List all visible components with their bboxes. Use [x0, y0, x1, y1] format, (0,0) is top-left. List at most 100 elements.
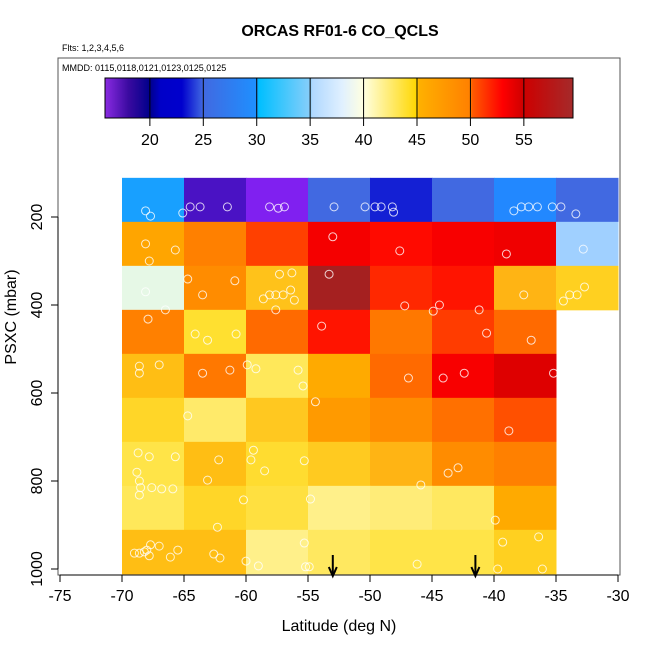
down-arrow-icon — [327, 555, 338, 579]
heatmap-cell — [308, 353, 371, 399]
data-point — [271, 290, 281, 300]
data-point — [147, 483, 157, 493]
data-point — [157, 484, 167, 494]
y-tick-label: 800 — [29, 468, 46, 495]
data-point — [141, 239, 151, 249]
data-point — [198, 290, 208, 300]
data-point — [141, 206, 151, 216]
data-point — [222, 202, 232, 212]
heatmap-cell — [246, 353, 309, 399]
x-tick-label: -35 — [544, 588, 567, 605]
heatmap-cell — [246, 177, 309, 223]
data-point — [549, 368, 559, 378]
data-point — [516, 202, 526, 212]
heatmap-cell — [246, 309, 309, 355]
data-point — [134, 548, 144, 558]
heatmap-cell — [370, 221, 433, 267]
heatmap-cell — [370, 265, 433, 311]
heatmap-cell — [184, 221, 247, 267]
heatmap-cell — [184, 485, 247, 531]
y-axis-label: PSXC (mbar) — [3, 269, 20, 364]
x-tick-label: -65 — [172, 588, 195, 605]
data-point — [190, 329, 200, 339]
x-tick-label: -75 — [48, 588, 71, 605]
heatmap-cell — [370, 397, 433, 443]
data-point — [329, 202, 339, 212]
heatmap-cell — [494, 485, 557, 531]
colorbar: 20 25 30 35 40 45 50 55 — [104, 77, 574, 149]
data-point — [154, 360, 164, 370]
data-point — [271, 305, 281, 315]
data-point — [453, 463, 463, 473]
heatmap-cell — [432, 221, 495, 267]
heatmap-cell — [432, 265, 495, 311]
flights-subtitle: Flts: 1,2,3,4,5,6 — [62, 43, 124, 53]
data-point — [526, 335, 536, 345]
data-point — [578, 244, 588, 254]
data-point — [299, 538, 309, 548]
data-point — [146, 211, 156, 221]
data-point — [212, 522, 222, 532]
data-point — [183, 274, 193, 284]
data-point — [416, 480, 426, 490]
colorbar-gradient — [104, 77, 574, 119]
heatmap-cell — [122, 441, 185, 487]
data-point — [403, 373, 413, 383]
arrow-head — [470, 566, 481, 579]
data-point — [558, 296, 568, 306]
data-point — [279, 202, 289, 212]
data-points — [129, 202, 590, 574]
data-point — [170, 245, 180, 255]
heatmap-cell — [246, 529, 309, 575]
heatmap-cell — [184, 177, 247, 223]
heatmap-cell — [556, 265, 619, 311]
heatmap-cell — [308, 441, 371, 487]
data-point — [524, 202, 534, 212]
data-point — [571, 209, 581, 219]
heatmap-cell — [184, 441, 247, 487]
data-point — [246, 455, 256, 465]
data-point — [376, 202, 386, 212]
data-point — [572, 290, 582, 300]
data-point — [498, 537, 508, 547]
dates-subtitle: MMDD: 0115,0118,0121,0123,0125,0125 — [62, 63, 226, 73]
data-point — [305, 494, 315, 504]
data-point — [198, 368, 208, 378]
data-point — [239, 495, 249, 505]
data-point — [301, 562, 311, 572]
data-point — [556, 202, 566, 212]
heatmap-cell — [494, 309, 557, 355]
heatmap-cell — [122, 177, 185, 223]
heatmap-cell — [308, 309, 371, 355]
heatmap-cell — [308, 221, 371, 267]
data-point — [459, 368, 469, 378]
data-point — [395, 246, 405, 256]
data-point — [317, 321, 327, 331]
data-point — [183, 411, 193, 421]
y-axis: 200 400 600 800 1000 — [29, 204, 59, 587]
y-tick-label: 600 — [29, 380, 46, 407]
data-point — [434, 300, 444, 310]
heatmap-cell — [556, 221, 619, 267]
heatmap-cell — [432, 529, 495, 575]
heatmap-cell — [432, 441, 495, 487]
heatmap-cell — [556, 177, 619, 223]
data-point — [134, 368, 144, 378]
data-point — [168, 484, 178, 494]
y-tick-label: 400 — [29, 292, 46, 319]
heatmap-cell — [308, 529, 371, 575]
heatmap-cell — [122, 265, 185, 311]
heatmap-cell — [308, 265, 371, 311]
data-point — [165, 552, 175, 562]
heatmap-cell — [184, 397, 247, 443]
heatmap-cell — [370, 485, 433, 531]
arrows — [327, 555, 481, 579]
heatmap-cell — [308, 397, 371, 443]
data-point — [170, 452, 180, 462]
data-point — [230, 276, 240, 286]
colorbar-tick-label: 40 — [355, 132, 373, 149]
data-point — [231, 329, 241, 339]
heatmap-cell — [370, 441, 433, 487]
data-point — [289, 295, 299, 305]
